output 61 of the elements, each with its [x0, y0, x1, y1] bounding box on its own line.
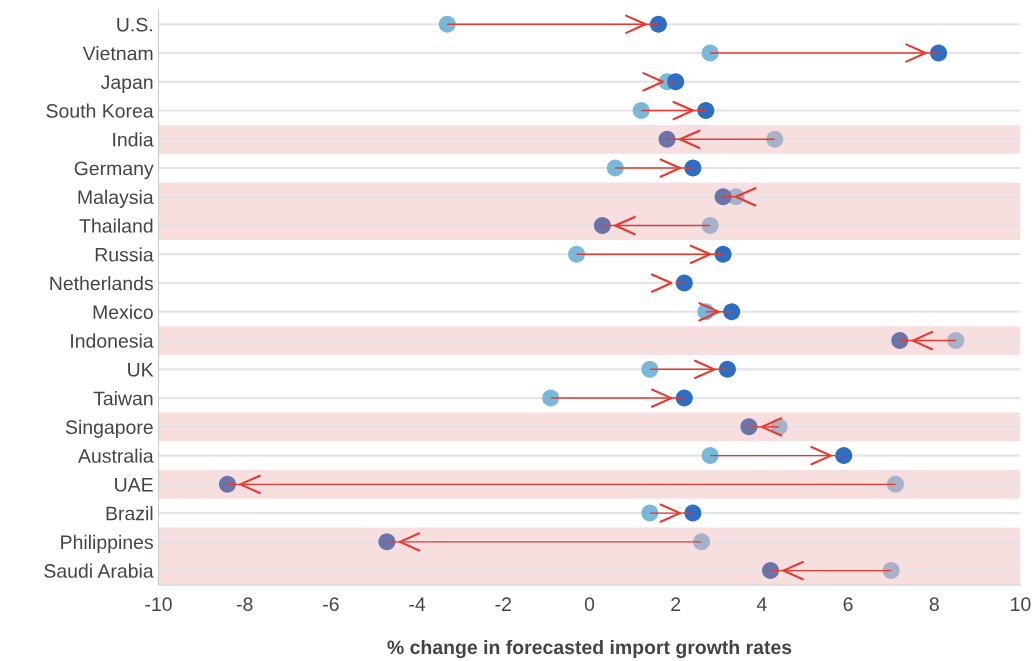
y-tick-label: Malaysia: [78, 189, 154, 208]
point: [606, 159, 624, 177]
y-tick-label: Brazil: [106, 506, 153, 521]
point: [701, 217, 719, 235]
y-tick-label: Netherlands: [50, 276, 153, 291]
point: [882, 562, 900, 580]
x-tick-label: 8: [929, 597, 939, 612]
y-tick-label: Vietnam: [82, 46, 153, 61]
point: [723, 303, 741, 321]
y-tick-label: Japan: [100, 75, 153, 93]
point: [675, 274, 693, 292]
point: [568, 245, 586, 263]
point: [886, 475, 904, 493]
y-tick-label: Russia: [95, 247, 154, 262]
y-tick-label: UAE: [115, 478, 153, 492]
point: [675, 389, 693, 407]
y-tick-label: U.S.: [117, 17, 152, 32]
point: [835, 447, 853, 465]
x-tick-label: -6: [323, 597, 339, 612]
point: [693, 533, 711, 551]
x-tick-label: 4: [756, 597, 767, 611]
y-tick-label: Philippines: [61, 534, 153, 553]
point: [542, 389, 560, 407]
x-axis-title: % change in forecasted import growth rates: [387, 639, 792, 659]
point: [632, 102, 650, 120]
point: [761, 562, 779, 580]
point: [766, 130, 784, 148]
y-tick-label: Singapore: [65, 419, 153, 438]
x-tick-label: 0: [584, 597, 595, 612]
y-tick-label: South Korea: [46, 103, 154, 118]
point: [740, 418, 758, 436]
y-tick-label: Saudi Arabia: [44, 563, 154, 578]
y-tick-label: Indonesia: [71, 333, 154, 348]
point: [714, 245, 732, 263]
point: [658, 130, 676, 148]
y-tick-label: Germany: [74, 161, 154, 180]
y-tick-label: Thailand: [79, 218, 153, 233]
x-tick-label: -10: [145, 597, 172, 612]
point: [697, 102, 715, 120]
point: [641, 360, 659, 378]
y-tick-label: India: [113, 132, 154, 147]
x-tick-label: 2: [671, 597, 681, 611]
point: [641, 504, 659, 522]
point: [649, 15, 667, 33]
y-tick-label: Mexico: [93, 304, 153, 320]
point: [718, 360, 736, 378]
point: [218, 475, 236, 493]
point: [701, 447, 719, 465]
x-tick-label: 6: [843, 597, 853, 612]
x-tick-label: -4: [409, 597, 426, 611]
x-tick-label: -2: [495, 597, 511, 611]
y-tick-label: Taiwan: [93, 391, 153, 406]
point: [947, 332, 965, 350]
x-tick-label: -8: [236, 597, 253, 612]
y-tick-label: Australia: [78, 448, 154, 463]
point: [593, 217, 611, 235]
point: [438, 15, 456, 33]
y-tick-label: UK: [128, 363, 154, 377]
x-tick-label: 10: [1011, 597, 1031, 612]
point: [891, 332, 909, 350]
point: [667, 73, 685, 91]
